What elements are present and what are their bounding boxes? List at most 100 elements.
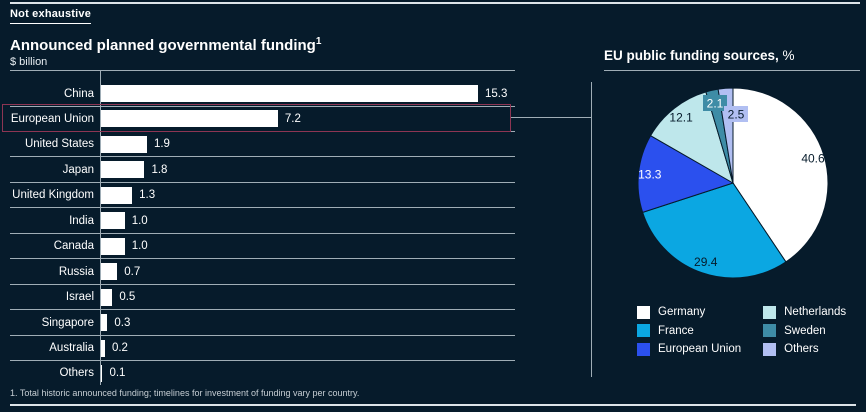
page-title-footnote-marker: 1 <box>315 36 322 47</box>
bar <box>100 339 105 357</box>
bar <box>100 263 118 281</box>
bar-value-label: 0.5 <box>119 291 136 304</box>
bar-track: 0.1 <box>100 360 515 386</box>
pie-label-badge-sweden <box>703 95 727 111</box>
pie-chart-title: EU public funding sources, % <box>604 48 795 63</box>
bar-value-label: 1.3 <box>139 189 156 202</box>
bar-value-label: 0.2 <box>111 342 128 354</box>
bar-value-label: 0.1 <box>109 367 126 380</box>
bar <box>100 364 103 382</box>
pie-legend: Germany France European Union Netherlands Sw… <box>637 303 857 359</box>
legend-swatch-sweden <box>763 324 777 338</box>
bar <box>100 237 125 255</box>
bar-track: 0.3 <box>100 310 515 336</box>
bar-row-china: China 15.3 <box>10 81 515 107</box>
legend-label: Germany <box>658 306 706 319</box>
bar <box>100 314 108 332</box>
legend-label: Others <box>784 343 819 356</box>
legend-item-european-union: European Union <box>637 340 741 359</box>
bar <box>100 161 145 179</box>
legend-swatch-germany <box>637 305 650 319</box>
legend-swatch-netherlands <box>763 305 777 319</box>
page-title: Announced planned governmental funding1 <box>10 36 321 54</box>
legend-swatch-others <box>763 342 777 356</box>
pie-chart-title-bold: EU public funding sources, <box>604 48 779 63</box>
bar-category-label: United States <box>24 138 94 151</box>
legend-label: France <box>658 324 694 337</box>
row-separator <box>10 156 515 158</box>
bottom-rule <box>10 404 856 406</box>
row-separator <box>10 207 515 209</box>
legend-item-others: Others <box>763 340 846 359</box>
legend-item-sweden: Sweden <box>763 322 846 341</box>
legend-label: European Union <box>658 343 742 356</box>
legend-column: Netherlands Sweden Others <box>763 303 846 359</box>
legend-item-germany: Germany <box>637 303 741 322</box>
bar-row-singapore: Singapore 0.3 <box>10 310 515 336</box>
bar-row-canada: Canada 1.0 <box>10 233 515 260</box>
bar-track: 0.5 <box>100 284 515 310</box>
row-separator <box>10 181 515 183</box>
row-separator <box>10 334 515 336</box>
bar <box>100 110 278 128</box>
bar <box>100 135 147 153</box>
bar <box>100 288 113 306</box>
pie-chart-title-unit: % <box>778 48 795 63</box>
bar-category-label: Australia <box>49 342 94 354</box>
pie-slice-france <box>642 182 787 279</box>
bar-category-label: Singapore <box>41 316 94 329</box>
bar-value-label: 0.7 <box>124 265 141 278</box>
bar-track: 0.2 <box>100 335 515 361</box>
bar-value-label: 1.9 <box>153 138 170 151</box>
row-separator <box>10 283 515 285</box>
bar-track: 1.0 <box>100 208 515 234</box>
bar-row-israel: Israel 0.5 <box>10 284 515 311</box>
bar-category-label: Israel <box>65 291 94 304</box>
pie-label-sweden: 2.1 <box>707 97 724 111</box>
pie-label-european-union: 13.3 <box>638 167 662 181</box>
pie-label-others: 2.5 <box>728 108 745 122</box>
legend-column: Germany France European Union <box>637 303 741 359</box>
bar-chart-axis-line <box>100 71 101 385</box>
bar-track: 15.3 <box>100 81 515 107</box>
bar-track: 7.2 <box>100 106 515 132</box>
eu-highlight-box <box>2 104 511 132</box>
pie-slice-germany <box>732 87 829 263</box>
bar-track: 1.9 <box>100 131 515 157</box>
bar-row-japan: Japan 1.8 <box>10 157 515 183</box>
bar-category-label: China <box>63 87 94 100</box>
bar-category-label: Japan <box>62 163 94 176</box>
pie-chart: 40.6 29.4 13.3 12.1 2.1 2.5 <box>637 87 829 279</box>
bar-track: 0.7 <box>100 259 515 285</box>
bar-category-label: Russia <box>58 265 94 278</box>
bar <box>100 85 478 102</box>
pie-label-badge-others <box>724 106 748 122</box>
bar <box>100 186 133 204</box>
bar-category-label: Canada <box>53 240 94 253</box>
footnote: 1. Total historic announced funding; tim… <box>10 388 360 398</box>
top-rule <box>10 2 860 4</box>
bar <box>100 212 125 230</box>
page-title-text: Announced planned governmental funding <box>10 37 316 54</box>
row-separator <box>10 105 515 107</box>
bar-value-label: 15.3 <box>485 87 508 100</box>
pie-slice-european-union <box>637 134 735 213</box>
legend-item-france: France <box>637 322 741 341</box>
bar-value-label: 0.3 <box>114 316 131 329</box>
pie-label-netherlands: 12.1 <box>669 110 693 124</box>
bar-value-label: 7.2 <box>284 112 301 125</box>
bar-category-label: Others <box>59 367 94 380</box>
legend-label: Sweden <box>784 324 826 337</box>
legend-swatch-france <box>637 324 650 338</box>
not-exhaustive-label: Not exhaustive <box>10 8 92 24</box>
bar-category-label: India <box>69 214 94 227</box>
bar-category-label: European Union <box>10 112 94 125</box>
bar-value-label: 1.0 <box>131 214 148 227</box>
section-divider-line <box>591 82 592 377</box>
page-subtitle: $ billion <box>10 56 48 68</box>
eu-connector-line <box>511 117 591 118</box>
bar-row-united-states: United States 1.9 <box>10 131 515 158</box>
pie-title-rule <box>604 70 860 71</box>
bar-row-united-kingdom: United Kingdom 1.3 <box>10 182 515 209</box>
pie-label-france: 29.4 <box>694 255 718 269</box>
